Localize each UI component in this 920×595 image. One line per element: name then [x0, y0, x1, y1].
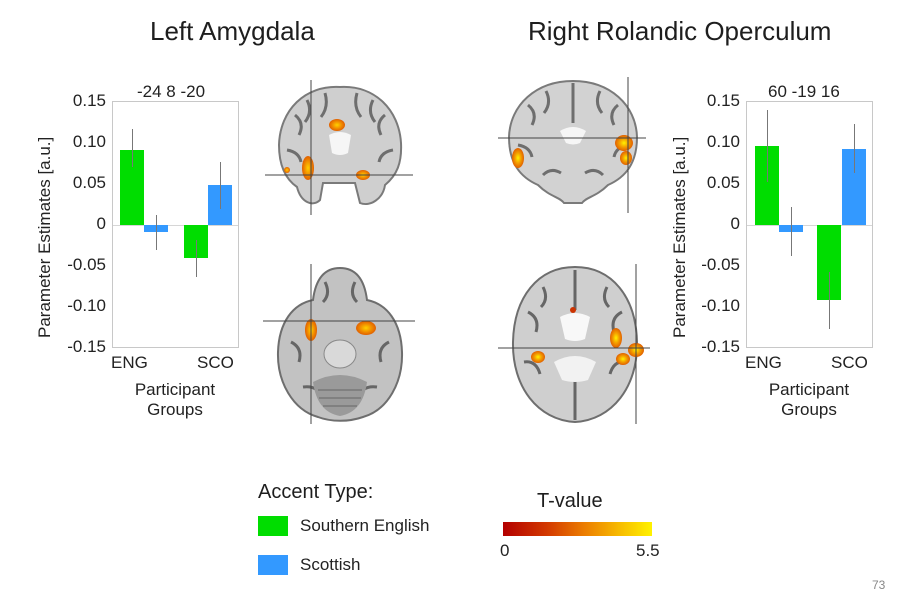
error-bar — [220, 162, 221, 209]
left-xtick-sco: SCO — [197, 353, 234, 372]
right-ytick: 0.05 — [706, 173, 740, 192]
xlabel-line1: Participant — [768, 380, 850, 399]
error-bar — [132, 129, 133, 167]
left-amygdala-coronal-slice — [265, 80, 413, 215]
legend-swatch-southern-english — [258, 516, 288, 536]
right-rolandic-title: Right Rolandic Operculum — [528, 16, 832, 46]
left-xtick-eng: ENG — [111, 353, 148, 372]
colorbar-gradient — [503, 522, 652, 536]
error-bar — [767, 110, 768, 182]
error-bar — [156, 215, 157, 250]
left-ytick: -0.15 — [67, 337, 106, 356]
zero-line — [113, 225, 238, 226]
left-chart-xlabel: Participant Groups — [115, 380, 235, 420]
legend-swatch-scottish — [258, 555, 288, 575]
error-bar — [196, 240, 197, 277]
left-chart-coordinates: -24 8 -20 — [137, 82, 206, 101]
left-plot-area — [112, 101, 239, 348]
left-ytick: 0.10 — [72, 132, 106, 151]
left-ytick: 0 — [96, 214, 106, 233]
right-chart-xlabel: Participant Groups — [749, 380, 869, 420]
left-ytick: 0.15 — [72, 91, 106, 110]
left-amygdala-title: Left Amygdala — [150, 16, 315, 46]
error-bar — [854, 124, 855, 173]
right-plot-area — [746, 101, 873, 348]
right-ytick: 0.10 — [706, 132, 740, 151]
right-xtick-eng: ENG — [745, 353, 782, 372]
legend-title: Accent Type: — [258, 481, 374, 503]
right-ytick: 0.15 — [706, 91, 740, 110]
right-chart-coordinates: 60 -19 16 — [768, 82, 840, 101]
right-ytick: -0.15 — [701, 337, 740, 356]
right-ytick: 0 — [730, 214, 740, 233]
right-ytick: -0.05 — [701, 255, 740, 274]
error-bar — [829, 272, 830, 329]
left-amygdala-axial-slice — [263, 264, 415, 424]
xlabel-line1: Participant — [134, 380, 216, 399]
colorbar-min-label: 0 — [500, 541, 510, 560]
xlabel-line2: Groups — [147, 400, 203, 419]
colorbar-max-label: 5.5 — [636, 541, 660, 560]
legend-label-southern-english: Southern English — [300, 516, 430, 535]
legend-label-scottish: Scottish — [300, 555, 361, 574]
colorbar-title: T-value — [537, 490, 603, 512]
xlabel-line2: Groups — [781, 400, 837, 419]
error-bar — [791, 207, 792, 256]
zero-line — [747, 225, 872, 226]
left-ytick: 0.05 — [72, 173, 106, 192]
left-ytick: -0.10 — [67, 296, 106, 315]
right-xtick-sco: SCO — [831, 353, 868, 372]
left-ytick: -0.05 — [67, 255, 106, 274]
right-rolandic-coronal-slice — [498, 77, 646, 213]
right-ytick: -0.10 — [701, 296, 740, 315]
page-number: 73 — [872, 578, 886, 592]
right-rolandic-axial-slice — [498, 264, 650, 424]
